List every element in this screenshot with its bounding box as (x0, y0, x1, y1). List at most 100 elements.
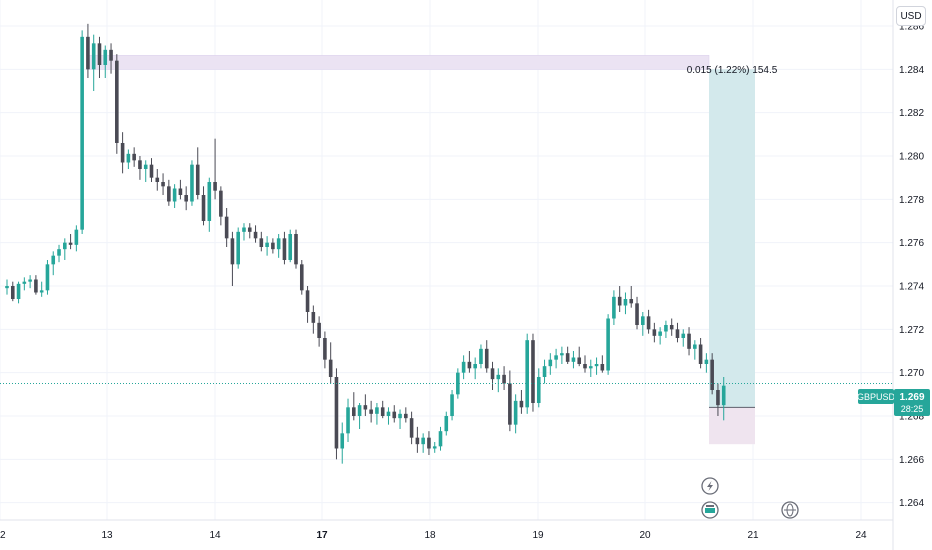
candle (149, 158, 154, 182)
candle (357, 403, 362, 429)
candle-body (693, 344, 697, 349)
candle-body (386, 411, 391, 416)
candle (479, 344, 483, 369)
candle-body (392, 411, 397, 419)
candle-body (617, 296, 622, 306)
price-axis-bg (893, 0, 932, 550)
candle (635, 296, 639, 330)
time-axis[interactable]: 12 13 14 17 18 19 20 21 24 (0, 519, 893, 541)
candle-body (421, 437, 425, 445)
candle (716, 383, 720, 416)
candle-body (247, 227, 252, 232)
candle-body (432, 446, 437, 449)
candle (456, 368, 460, 399)
candle (86, 23, 90, 78)
candle (236, 227, 240, 269)
y-tick-label: 1.280 (899, 152, 924, 163)
candle-body (91, 43, 96, 70)
candle-body (294, 234, 298, 265)
candle (438, 426, 443, 451)
currency-button[interactable]: USD (896, 6, 926, 26)
candle-body (305, 290, 310, 312)
candle (594, 357, 599, 375)
candle-body (496, 374, 501, 380)
candle (57, 244, 61, 263)
candle (340, 422, 345, 464)
candle (612, 290, 616, 325)
candle (432, 442, 437, 453)
y-tick-label: 1.264 (899, 498, 924, 509)
candle (623, 292, 628, 315)
candle-body (623, 299, 628, 306)
candle (658, 327, 662, 345)
candle-body (716, 390, 720, 406)
candle-body (508, 383, 512, 425)
candle-body (86, 36, 90, 70)
x-tick-label: 12 (0, 530, 6, 541)
candle (548, 353, 553, 375)
candle-body (456, 372, 460, 395)
candle-body (172, 188, 177, 202)
candle (242, 223, 246, 241)
x-tick-label: 20 (639, 530, 651, 541)
stop-zone (709, 407, 755, 445)
candle-body (28, 279, 32, 282)
candle-body (548, 359, 553, 367)
candle (369, 400, 373, 423)
candle (508, 370, 512, 432)
candle-body (265, 242, 269, 247)
candle (22, 277, 27, 291)
candle-body (675, 329, 680, 338)
candle (415, 426, 420, 453)
candle (265, 236, 269, 256)
candle (207, 177, 212, 232)
lightning-icon[interactable] (701, 477, 719, 495)
candle-body (687, 333, 691, 349)
candle (704, 353, 709, 373)
candle (34, 275, 38, 295)
candle (271, 238, 275, 254)
y-tick-label: 1.266 (899, 455, 924, 466)
candle (259, 231, 264, 252)
earnings-icon[interactable] (701, 501, 719, 519)
candle-body (346, 407, 350, 434)
candle-body (109, 49, 113, 61)
candle (224, 208, 229, 247)
candle-body (224, 216, 229, 239)
countdown-label: 28:25 (901, 404, 924, 414)
candle (565, 346, 570, 364)
x-tick-label: 24 (855, 530, 867, 541)
candle-body (490, 368, 495, 380)
candle (305, 286, 310, 323)
candle-body (184, 195, 188, 202)
candle-body (698, 344, 703, 364)
candle-body (288, 234, 293, 260)
candle (629, 286, 634, 308)
candle (450, 390, 454, 421)
candle (247, 223, 252, 239)
candle-body (311, 312, 316, 323)
candle (600, 355, 605, 373)
candle (63, 238, 67, 260)
candle (427, 431, 431, 455)
candle-body (282, 238, 287, 260)
candle-body (479, 348, 483, 364)
candle-body (115, 60, 119, 143)
candle-body (57, 249, 61, 256)
candle (675, 322, 680, 343)
candle (68, 234, 73, 250)
candle (201, 186, 206, 226)
candle-body (461, 361, 466, 373)
globe-icon[interactable] (781, 501, 799, 519)
candle (681, 329, 686, 347)
candle-body (195, 164, 200, 195)
candle (190, 160, 194, 206)
candle (398, 409, 402, 429)
candle-body (259, 238, 264, 247)
candle (184, 186, 188, 211)
candle-body (571, 357, 576, 362)
price-axis[interactable]: 1.286 1.284 1.282 1.280 1.278 1.276 1.274 1.272… (892, 0, 932, 550)
candle-body (669, 325, 674, 330)
candle-body (201, 195, 206, 221)
